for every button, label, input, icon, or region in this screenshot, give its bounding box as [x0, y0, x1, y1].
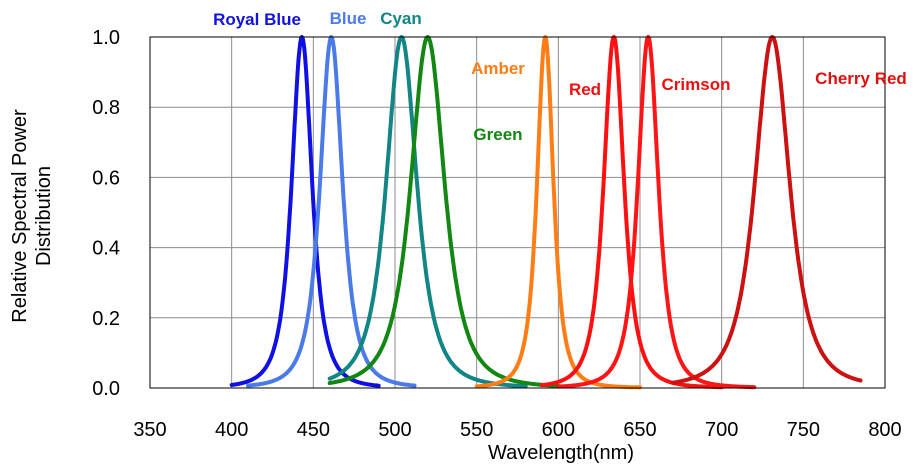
y-tick-label: 0.0 [92, 378, 120, 400]
y-tick-labels: 0.0 0.2 0.4 0.6 0.8 1.0 [92, 27, 120, 400]
x-axis-title: Wavelength(nm) [488, 442, 634, 464]
x-tick-label: 700 [705, 419, 738, 441]
series-curve-crimson [556, 35, 757, 390]
series-label-blue: Blue [330, 9, 367, 28]
y-tick-label: 0.4 [92, 238, 120, 260]
series-label-amber: Amber [471, 59, 525, 78]
series-curve-green [327, 35, 561, 388]
x-tick-label: 650 [623, 419, 656, 441]
series-label-red: Red [569, 80, 601, 99]
series-label-green: Green [473, 125, 522, 144]
series-curves [229, 35, 863, 390]
series-curve-amber [474, 35, 642, 390]
x-tick-label: 800 [868, 419, 901, 441]
plot-frame [149, 36, 886, 389]
x-tick-label: 450 [297, 419, 330, 441]
y-tick-label: 0.8 [92, 97, 120, 119]
series-label-cherry-red: Cherry Red [815, 69, 907, 88]
y-axis-title-line-2: Distribution [33, 166, 55, 266]
series-curve-royal-blue [229, 35, 381, 388]
series-labels: Royal Blue Blue Cyan Amber Green Red Crimson Ch… [213, 9, 907, 144]
x-tick-label: 600 [542, 419, 575, 441]
series-label-cyan: Cyan [380, 9, 422, 28]
y-axis-title-line-1: Relative Spectral Power [9, 109, 31, 323]
series-label-royal-blue: Royal Blue [213, 10, 301, 29]
grid-lines [150, 37, 885, 388]
y-axis-title: Relative Spectral Power Distribution [9, 109, 55, 323]
x-tick-label: 500 [378, 419, 411, 441]
y-tick-label: 0.6 [92, 167, 120, 189]
x-tick-label: 400 [215, 419, 248, 441]
series-curve-cherry-red [670, 35, 863, 385]
x-tick-label: 750 [787, 419, 820, 441]
series-label-crimson: Crimson [662, 75, 731, 94]
x-tick-labels: 350 400 450 500 550 600 650 700 750 800 [133, 419, 901, 441]
x-tick-label: 350 [133, 419, 166, 441]
y-tick-label: 0.2 [92, 308, 120, 330]
y-tick-label: 1.0 [92, 27, 120, 49]
x-tick-label: 550 [460, 419, 493, 441]
